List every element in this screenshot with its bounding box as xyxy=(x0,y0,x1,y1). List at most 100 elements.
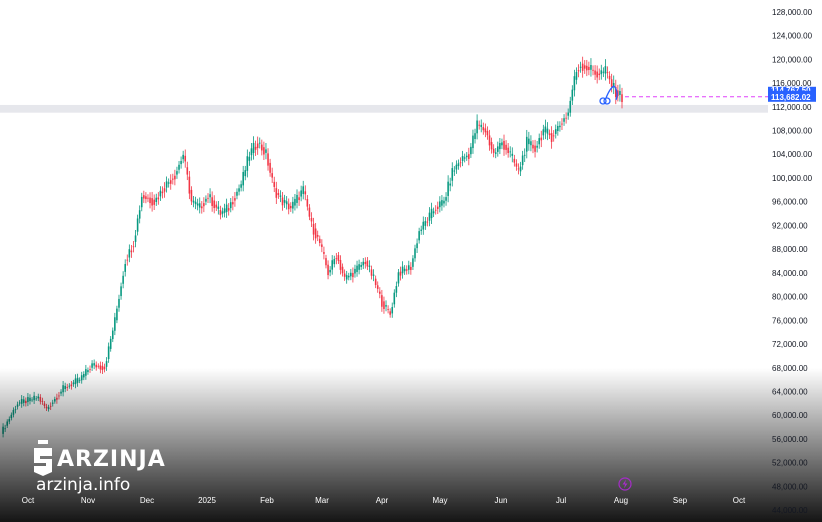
candle-body xyxy=(345,275,348,280)
candle-body xyxy=(461,156,464,162)
candle-body xyxy=(356,265,358,272)
candle-body xyxy=(492,148,495,153)
y-tick-label: 60,000.00 xyxy=(772,411,808,420)
candle-body xyxy=(614,87,617,97)
candle-body xyxy=(205,198,207,202)
candle-body xyxy=(198,203,201,208)
y-tick-label: 56,000.00 xyxy=(772,435,808,444)
candle-body xyxy=(552,135,555,137)
candle-body xyxy=(314,228,317,239)
candle-body xyxy=(594,70,596,75)
brand-logo: ARZINJA arzinja.info xyxy=(34,440,166,495)
candle-body xyxy=(114,317,116,331)
candle-body xyxy=(172,178,174,180)
candle-body xyxy=(327,264,329,276)
lightning-icon-ring xyxy=(618,477,632,491)
candle-body xyxy=(290,205,292,209)
candle-body xyxy=(530,141,532,146)
y-tick-label: 76,000.00 xyxy=(772,316,808,325)
candle-body xyxy=(176,171,178,175)
candle-body xyxy=(395,286,398,293)
candle-body xyxy=(128,249,131,258)
candle-body xyxy=(598,73,601,76)
candle-body xyxy=(188,176,191,194)
candle-body xyxy=(546,128,549,134)
candle-body xyxy=(482,127,485,131)
candle-body xyxy=(488,135,491,146)
candle-body xyxy=(374,278,377,286)
candle-body xyxy=(581,63,584,71)
y-tick-label: 52,000.00 xyxy=(772,459,808,468)
candle-body xyxy=(385,305,387,307)
candle-body xyxy=(505,144,507,150)
y-tick-label: 80,000.00 xyxy=(772,293,808,302)
candle-body xyxy=(426,221,429,223)
y-tick-label: 96,000.00 xyxy=(772,198,808,207)
candle-body xyxy=(403,268,406,272)
candle-body xyxy=(240,184,242,188)
candle-body xyxy=(277,193,280,196)
candle-body xyxy=(347,275,350,278)
x-tick-label: Aug xyxy=(614,496,628,505)
candle-body xyxy=(252,142,255,154)
x-tick-label: May xyxy=(432,496,447,505)
y-tick-label: 84,000.00 xyxy=(772,269,808,278)
candle-body xyxy=(248,156,251,161)
candle-body xyxy=(472,135,474,149)
marker-dot xyxy=(599,97,607,105)
candle-body xyxy=(430,208,433,219)
candle-body xyxy=(554,129,557,134)
candle-body xyxy=(256,143,259,149)
x-tick-label: Apr xyxy=(376,496,389,505)
current-price-tag xyxy=(768,90,816,102)
candle-body xyxy=(292,201,294,209)
y-tick-label: 48,000.00 xyxy=(772,482,808,491)
candle-body xyxy=(227,208,230,211)
candle-body xyxy=(583,65,586,69)
candle-body xyxy=(513,158,516,163)
candle-body xyxy=(389,311,391,315)
candle-body xyxy=(207,197,209,199)
candle-body xyxy=(561,123,563,125)
candle-body xyxy=(511,153,514,156)
candle-body xyxy=(178,164,180,170)
candle-body xyxy=(124,264,126,272)
x-tick-label: Mar xyxy=(315,496,329,505)
candle-body xyxy=(468,154,470,159)
y-tick-label: 100,000.00 xyxy=(772,174,813,183)
marker-arc xyxy=(605,85,615,99)
candle-body xyxy=(281,197,284,206)
candle-body xyxy=(525,136,528,152)
candle-body xyxy=(503,140,505,150)
candle-body xyxy=(138,210,141,219)
marker-arc xyxy=(613,85,618,101)
candle-body xyxy=(236,191,238,196)
candle-body xyxy=(169,180,172,184)
candle-body xyxy=(619,91,621,95)
candle-body xyxy=(126,259,129,261)
candle-body xyxy=(97,365,100,367)
candle-body xyxy=(358,264,360,270)
candle-body xyxy=(298,197,300,201)
lightning-icon[interactable] xyxy=(618,477,632,491)
candle-body xyxy=(101,365,104,371)
candle-body xyxy=(586,65,588,71)
candle-body xyxy=(391,307,394,314)
candle-body xyxy=(447,181,449,196)
candle-body xyxy=(563,118,565,122)
candle-body xyxy=(111,330,114,340)
candle-body xyxy=(544,126,547,133)
candle-body xyxy=(116,308,118,321)
candle-body xyxy=(312,223,315,235)
candle-body xyxy=(93,363,95,366)
brand-name: ARZINJA xyxy=(57,447,166,472)
y-tick-label: 68,000.00 xyxy=(772,364,808,373)
candle-body xyxy=(418,231,420,241)
candle-body xyxy=(559,125,561,128)
x-tick-label: Dec xyxy=(140,496,154,505)
candle-body xyxy=(451,168,454,181)
candle-body xyxy=(203,203,205,207)
candle-body xyxy=(246,156,249,171)
candle-body xyxy=(157,197,160,200)
